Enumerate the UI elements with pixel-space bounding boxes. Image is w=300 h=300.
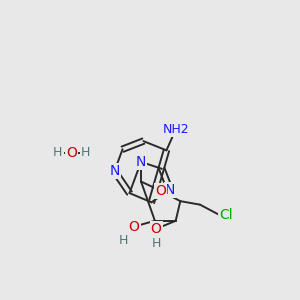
Text: O: O bbox=[129, 220, 140, 234]
Text: NH2: NH2 bbox=[162, 123, 189, 136]
Text: H: H bbox=[81, 146, 90, 159]
Text: N: N bbox=[136, 155, 146, 169]
Text: N: N bbox=[109, 164, 120, 178]
Text: O: O bbox=[155, 184, 166, 198]
Text: Cl: Cl bbox=[220, 208, 233, 222]
Text: O: O bbox=[66, 146, 77, 160]
Text: N: N bbox=[165, 183, 175, 196]
Text: H: H bbox=[53, 146, 63, 159]
Text: O: O bbox=[151, 222, 161, 236]
Text: H: H bbox=[119, 234, 128, 247]
Text: H: H bbox=[152, 237, 161, 250]
